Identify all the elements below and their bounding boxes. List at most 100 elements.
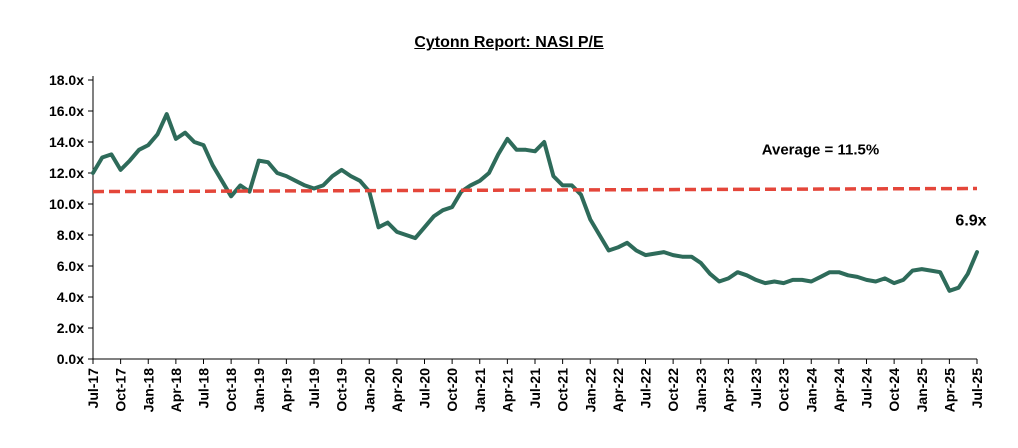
x-tick-label: Apr-21 — [499, 368, 515, 413]
data-point — [561, 184, 564, 187]
data-point — [653, 252, 656, 255]
data-point — [266, 160, 270, 164]
data-point — [119, 168, 122, 172]
data-point — [275, 171, 279, 175]
data-point — [644, 253, 647, 257]
y-tick-label: 4.0x — [57, 289, 84, 305]
data-point — [635, 249, 638, 252]
data-point — [303, 184, 306, 187]
x-tick-label: Apr-25 — [941, 368, 957, 413]
data-point — [239, 184, 242, 187]
average-line — [92, 186, 978, 194]
x-tick-label: Oct-17 — [113, 368, 129, 412]
x-tick-label: Oct-20 — [444, 368, 460, 412]
x-tick-label: Apr-24 — [831, 368, 847, 413]
data-point — [736, 271, 739, 274]
data-point — [312, 187, 316, 190]
data-point — [165, 112, 168, 116]
data-point — [966, 272, 969, 275]
data-point — [662, 250, 666, 254]
data-point — [837, 271, 841, 274]
x-tick-label: Jul-25 — [969, 368, 985, 409]
data-point — [671, 253, 675, 257]
data-point — [386, 221, 389, 224]
x-tick-label: Jan-25 — [914, 368, 930, 413]
data-point — [524, 148, 527, 151]
data-point — [911, 269, 914, 272]
data-point — [892, 281, 896, 285]
data-point — [220, 179, 224, 182]
data-point — [229, 195, 233, 198]
data-point — [377, 226, 380, 229]
data-point — [257, 159, 260, 162]
x-tick-label: Apr-22 — [610, 368, 626, 413]
x-tick-label: Jan-23 — [693, 368, 709, 413]
data-point — [800, 278, 804, 282]
x-tick-label: Jan-22 — [582, 368, 598, 413]
data-point — [570, 184, 574, 187]
data-point — [183, 131, 187, 134]
data-point — [699, 261, 702, 265]
data-point — [938, 271, 942, 274]
x-tick-label: Jul-23 — [748, 368, 764, 409]
x-tick-label: Jan-19 — [251, 368, 267, 413]
data-point — [902, 278, 905, 282]
average-label: Average = 11.5% — [762, 141, 879, 158]
x-tick-label: Jul-24 — [859, 368, 875, 409]
data-point — [340, 168, 343, 172]
data-point — [773, 280, 776, 283]
data-point — [846, 274, 850, 277]
x-tick-label: Oct-19 — [334, 368, 350, 412]
data-point — [414, 236, 417, 240]
data-point — [174, 137, 178, 141]
data-point — [496, 153, 500, 156]
data-point — [193, 140, 196, 144]
data-point — [607, 249, 610, 252]
x-tick-label: Oct-24 — [886, 368, 902, 412]
series-layer — [91, 112, 979, 293]
data-point — [294, 179, 297, 182]
data-point — [690, 255, 693, 258]
data-point — [819, 275, 822, 279]
data-point — [589, 218, 592, 221]
data-point — [929, 269, 933, 272]
data-point — [791, 278, 795, 282]
annotations: Average = 11.5% 6.9x — [762, 141, 987, 229]
data-point — [975, 250, 979, 254]
data-point — [616, 246, 620, 249]
data-point — [681, 255, 684, 258]
x-tick-label: Oct-23 — [776, 368, 792, 412]
data-point — [948, 289, 951, 292]
y-tick-label: 14.0x — [49, 134, 84, 150]
data-point — [515, 148, 518, 151]
data-point — [432, 215, 435, 218]
x-tick-label: Jul-20 — [417, 368, 433, 409]
data-point — [423, 226, 426, 229]
data-point — [598, 233, 601, 237]
data-point — [764, 281, 767, 285]
data-point — [441, 209, 445, 212]
data-point — [810, 280, 813, 283]
x-tick-label: Jan-21 — [472, 368, 488, 413]
data-point — [487, 171, 491, 175]
data-point — [478, 179, 481, 182]
data-point — [856, 275, 859, 279]
data-point — [874, 280, 877, 283]
data-point — [101, 156, 104, 159]
data-point — [552, 174, 555, 178]
x-tick-label: Jul-19 — [306, 368, 322, 409]
y-tick-label: 0.0x — [57, 351, 84, 367]
x-tick-label: Apr-18 — [168, 368, 184, 413]
data-point — [745, 274, 748, 277]
y-tick-label: 18.0x — [49, 72, 84, 88]
x-tick-label: Jan-18 — [140, 368, 156, 413]
data-point — [506, 137, 509, 141]
data-point — [579, 193, 583, 196]
data-point — [137, 148, 141, 151]
data-point — [883, 277, 887, 280]
data-point — [543, 140, 546, 144]
data-point — [727, 277, 730, 280]
data-point — [349, 174, 353, 178]
data-point — [147, 143, 150, 147]
